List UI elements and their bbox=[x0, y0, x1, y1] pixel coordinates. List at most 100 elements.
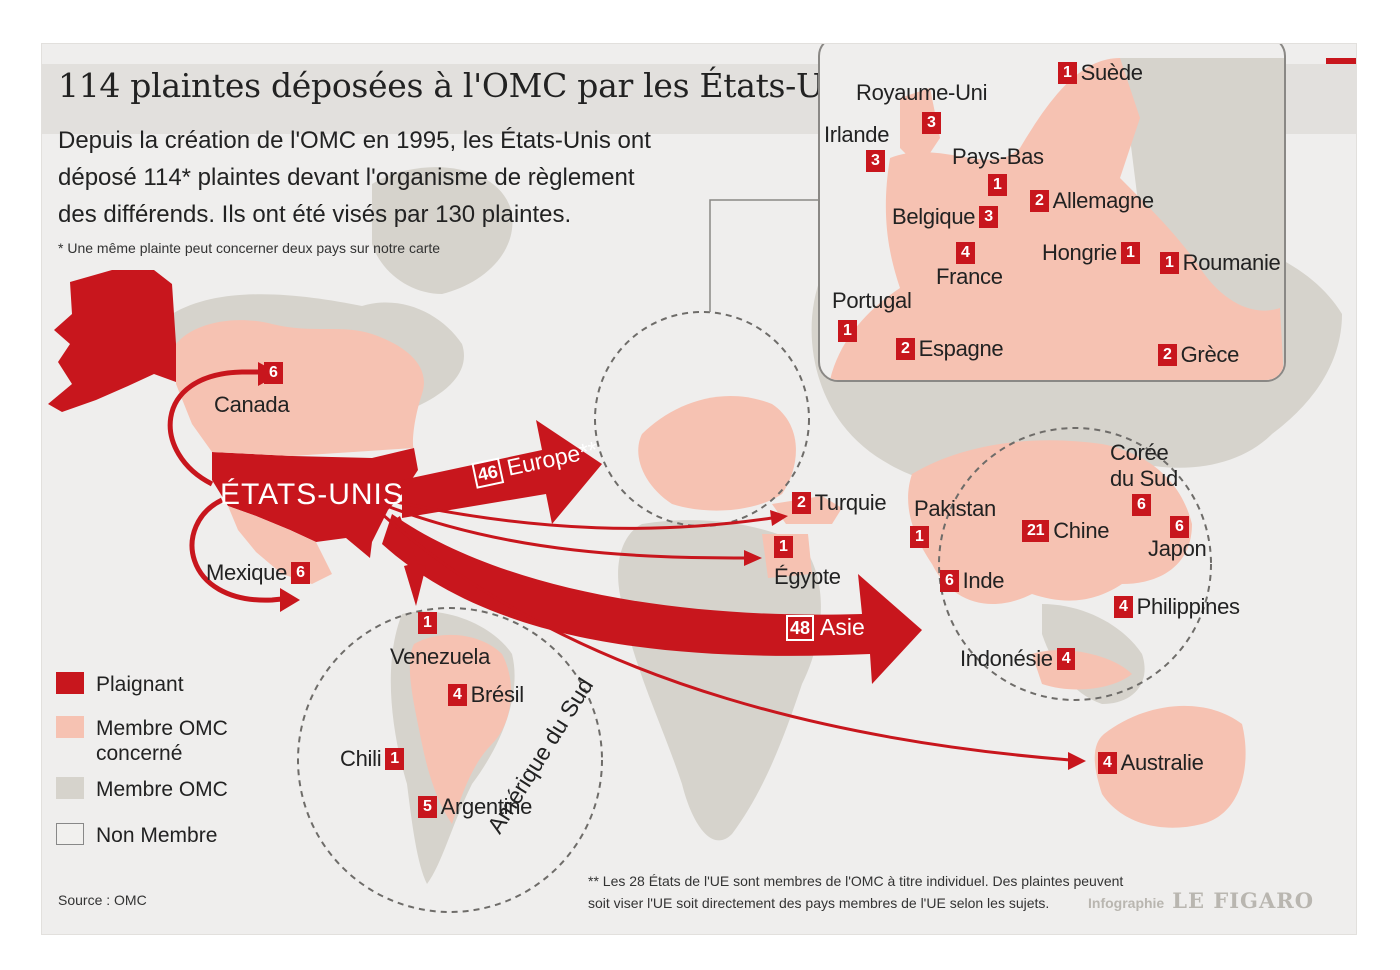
europe-inset-pink bbox=[830, 58, 1284, 380]
asia-pink-shape bbox=[908, 440, 1192, 604]
alaska-shape bbox=[48, 270, 218, 412]
count-badge: 3 bbox=[866, 150, 885, 172]
badge-venezuela: 1 bbox=[414, 612, 441, 634]
arrowhead-egypte bbox=[744, 550, 762, 566]
count-badge: 6 bbox=[1132, 494, 1151, 516]
legend-label: Membre OMC bbox=[96, 778, 228, 801]
australia-shape bbox=[1094, 705, 1246, 828]
arrow-mexique bbox=[189, 497, 283, 603]
country-name: Japon bbox=[1148, 536, 1207, 561]
subtitle: Depuis la création de l'OMC en 1995, les… bbox=[58, 127, 651, 228]
country-name: Irlande bbox=[824, 122, 890, 147]
europe-small-shape bbox=[638, 395, 796, 511]
label-inde: 6 Inde bbox=[936, 568, 1005, 594]
legend-swatch bbox=[56, 823, 84, 845]
count-badge: 21 bbox=[1022, 520, 1050, 542]
country-name: Royaume-Uni bbox=[856, 80, 988, 105]
label-france: France bbox=[936, 264, 1003, 290]
count-badge: 1 bbox=[1120, 242, 1140, 264]
count-badge: 4 bbox=[448, 684, 467, 706]
flow-count: 48 bbox=[786, 614, 815, 641]
eu-note: ** Les 28 États de l'UE sont membres de … bbox=[588, 873, 1124, 911]
complainant-label: ÉTATS-UNIS bbox=[220, 478, 404, 511]
badge-pakistan: 1 bbox=[906, 526, 933, 548]
label-indonesie: Indonésie 4 bbox=[960, 646, 1079, 672]
label-allemagne: 2 Allemagne bbox=[1026, 188, 1154, 214]
country-name: Indonésie bbox=[960, 646, 1053, 671]
country-name: Brésil bbox=[470, 682, 525, 707]
inset-connector bbox=[709, 199, 818, 312]
country-name: Belgique bbox=[892, 204, 976, 229]
country-name: Espagne bbox=[918, 336, 1004, 361]
badge-royaume-uni: 3 bbox=[918, 112, 945, 134]
legend-label: Membre OMC concerné bbox=[96, 717, 228, 765]
flow-arrows bbox=[167, 362, 1086, 770]
arrow-asie bbox=[382, 514, 922, 684]
label-pakistan: Pakistan bbox=[914, 496, 996, 522]
label-irlande: Irlande bbox=[824, 122, 889, 148]
label-espagne: 2 Espagne bbox=[892, 336, 1004, 362]
count-badge: 3 bbox=[979, 206, 998, 228]
badge-coree: 6 bbox=[1128, 494, 1155, 516]
arrow-south-america bbox=[394, 516, 426, 606]
country-name: Suède bbox=[1080, 60, 1143, 85]
badge-canada: 6 bbox=[260, 362, 287, 384]
count-badge: 2 bbox=[792, 492, 811, 514]
label-canada: Canada bbox=[214, 392, 290, 418]
label-venezuela: Venezuela bbox=[390, 644, 490, 670]
label-chine: 21 Chine bbox=[1018, 518, 1109, 544]
legend-swatch bbox=[56, 672, 84, 694]
country-name-line2: du Sud bbox=[1110, 466, 1178, 491]
canada-shape bbox=[176, 320, 424, 456]
count-badge: 2 bbox=[1030, 190, 1049, 212]
source: Source : OMC bbox=[58, 892, 147, 908]
arrow-canada bbox=[167, 369, 262, 487]
count-badge: 1 bbox=[988, 174, 1007, 196]
brand-logo: LE FIGARO bbox=[1172, 888, 1315, 913]
legend-label: Non Membre bbox=[96, 824, 218, 847]
label-portugal: Portugal bbox=[832, 288, 912, 314]
badge-france: 4 bbox=[952, 242, 979, 264]
arrowhead-australie bbox=[1068, 752, 1086, 770]
uk-inset-shape bbox=[900, 88, 940, 168]
arrow-egypte bbox=[386, 504, 747, 560]
label-chili: Chili 1 bbox=[340, 746, 408, 772]
count-badge: 1 bbox=[838, 320, 857, 342]
europe-inset-map bbox=[830, 58, 1284, 380]
country-name: Hongrie bbox=[1042, 240, 1117, 265]
south-america-pink-shape bbox=[409, 634, 512, 824]
count-badge: 3 bbox=[922, 112, 941, 134]
credit: Infographie LE FIGARO bbox=[1088, 888, 1314, 913]
label-suede: 1 Suède bbox=[1054, 60, 1143, 86]
country-name: Pakistan bbox=[914, 496, 996, 521]
label-royaume-uni: Royaume-Uni bbox=[856, 80, 988, 106]
legend-member: Membre OMC bbox=[56, 777, 228, 802]
badge-japon: 6 bbox=[1166, 516, 1193, 538]
label-hongrie: Hongrie 1 bbox=[1042, 240, 1144, 266]
label-belgique: Belgique 3 bbox=[892, 204, 1002, 230]
badge-portugal: 1 bbox=[834, 320, 861, 342]
count-badge: 6 bbox=[1170, 516, 1189, 538]
label-egypte: Égypte bbox=[774, 564, 841, 590]
legend-swatch bbox=[56, 777, 84, 799]
country-name: Roumanie bbox=[1182, 250, 1281, 275]
label-bresil: 4 Brésil bbox=[444, 682, 524, 708]
country-name: Argentine bbox=[440, 794, 533, 819]
flow-name: Asie bbox=[820, 614, 865, 640]
arrow-turquie bbox=[386, 498, 773, 530]
legend-swatch bbox=[56, 716, 84, 738]
africa-land bbox=[618, 520, 821, 841]
label-australie: 4 Australie bbox=[1094, 750, 1204, 776]
label-philippines: 4 Philippines bbox=[1110, 594, 1240, 620]
legend-complainant: Plaignant bbox=[56, 672, 184, 697]
count-badge: 1 bbox=[774, 536, 793, 558]
europe-inset: 1 Suède Royaume-Uni 3 Irlande 3 Pays-Bas … bbox=[818, 44, 1286, 382]
count-badge: 2 bbox=[896, 338, 915, 360]
footnote: * Une même plainte peut concerner deux p… bbox=[58, 240, 441, 256]
page-title: 114 plaintes déposées à l'OMC par les Ét… bbox=[58, 66, 872, 105]
label-grece: 2 Grèce bbox=[1154, 342, 1239, 368]
country-name: Canada bbox=[214, 392, 290, 417]
country-name: Allemagne bbox=[1052, 188, 1155, 213]
country-name: Égypte bbox=[774, 564, 841, 589]
count-badge: 1 bbox=[1160, 252, 1179, 274]
